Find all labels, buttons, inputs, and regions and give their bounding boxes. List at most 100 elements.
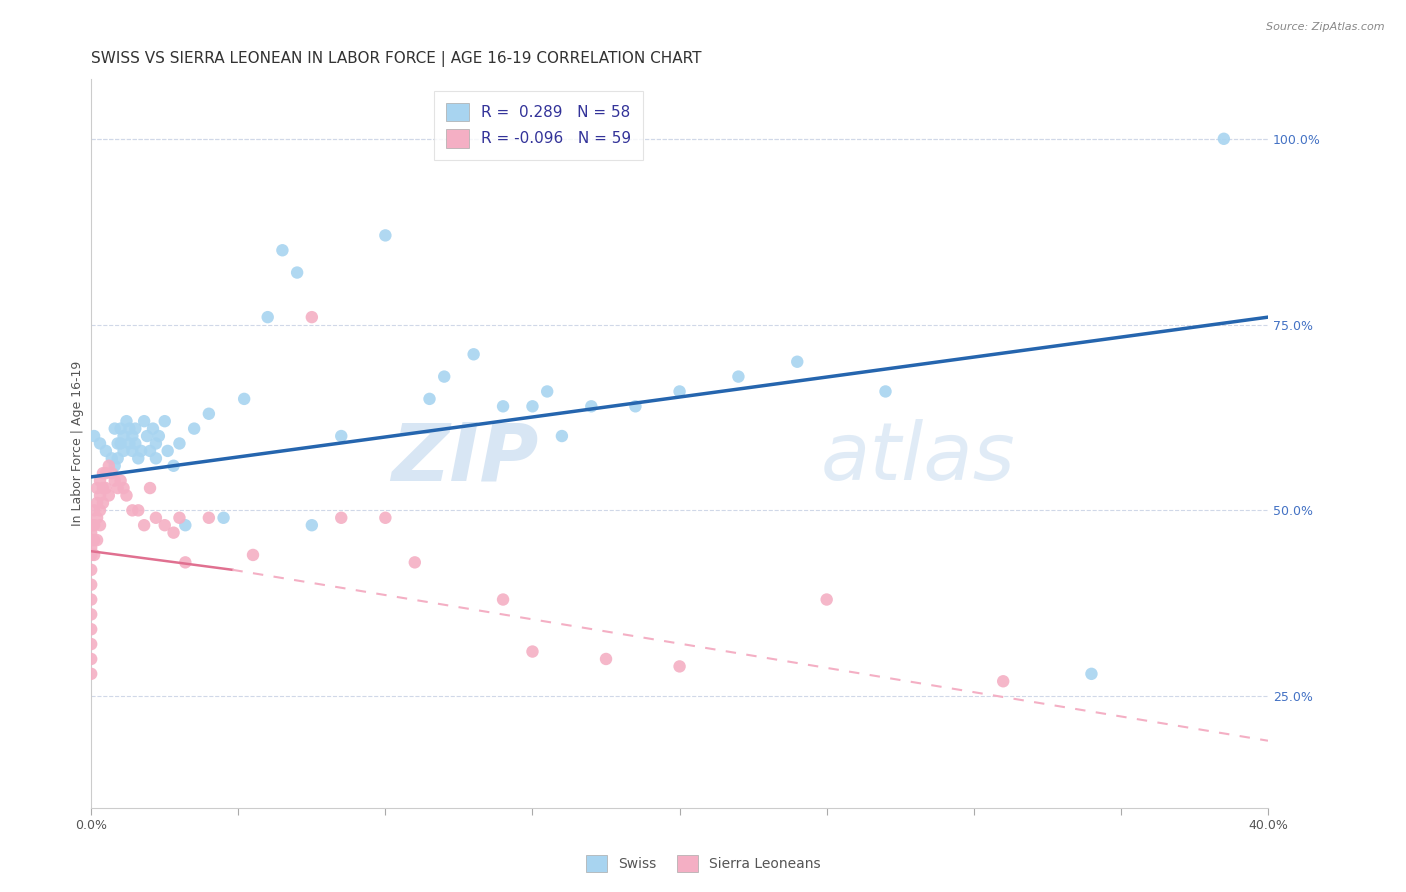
Point xyxy=(301,518,323,533)
Y-axis label: In Labor Force | Age 16-19: In Labor Force | Age 16-19 xyxy=(72,361,84,526)
Point xyxy=(89,518,111,533)
Point xyxy=(89,436,111,450)
Text: atlas: atlas xyxy=(821,419,1015,497)
Point xyxy=(492,592,515,607)
Point xyxy=(463,347,485,361)
Point xyxy=(112,481,135,495)
Point xyxy=(162,525,184,540)
Point xyxy=(242,548,264,562)
Point xyxy=(536,384,558,399)
Point xyxy=(153,414,176,428)
Point xyxy=(121,429,143,443)
Point xyxy=(624,400,647,414)
Point xyxy=(148,429,170,443)
Point xyxy=(94,443,117,458)
Legend: Swiss, Sierra Leoneans: Swiss, Sierra Leoneans xyxy=(581,850,825,878)
Text: Source: ZipAtlas.com: Source: ZipAtlas.com xyxy=(1267,22,1385,32)
Point xyxy=(169,510,191,524)
Point xyxy=(80,637,103,651)
Point xyxy=(94,481,117,495)
Point xyxy=(101,466,124,480)
Point xyxy=(91,466,114,480)
Point xyxy=(522,644,544,658)
Point xyxy=(115,488,138,502)
Point xyxy=(404,555,426,569)
Point xyxy=(124,422,146,436)
Point xyxy=(134,414,156,428)
Point xyxy=(418,392,440,406)
Point xyxy=(86,496,108,510)
Point xyxy=(162,458,184,473)
Point xyxy=(104,458,127,473)
Point xyxy=(80,563,103,577)
Point xyxy=(139,481,162,495)
Point xyxy=(118,436,141,450)
Point xyxy=(83,533,105,547)
Text: ZIP: ZIP xyxy=(391,419,538,497)
Point xyxy=(115,414,138,428)
Point xyxy=(993,674,1015,689)
Point xyxy=(127,503,149,517)
Point xyxy=(136,429,159,443)
Point xyxy=(142,422,165,436)
Point xyxy=(198,510,221,524)
Point xyxy=(89,474,111,488)
Point xyxy=(256,310,278,325)
Point xyxy=(174,555,197,569)
Point xyxy=(330,429,353,443)
Point xyxy=(271,244,294,258)
Point xyxy=(174,518,197,533)
Point xyxy=(80,541,103,555)
Point xyxy=(101,451,124,466)
Point xyxy=(581,400,603,414)
Point xyxy=(80,577,103,591)
Point xyxy=(134,518,156,533)
Point xyxy=(80,518,103,533)
Point xyxy=(786,355,808,369)
Point xyxy=(107,451,129,466)
Point xyxy=(330,510,353,524)
Point xyxy=(198,407,221,421)
Point xyxy=(97,458,120,473)
Point xyxy=(492,400,515,414)
Point xyxy=(156,443,179,458)
Point xyxy=(110,422,132,436)
Point xyxy=(121,443,143,458)
Point xyxy=(86,481,108,495)
Point xyxy=(107,481,129,495)
Point xyxy=(301,310,323,325)
Point xyxy=(668,384,690,399)
Point xyxy=(80,548,103,562)
Point xyxy=(94,466,117,480)
Point xyxy=(169,436,191,450)
Point xyxy=(91,496,114,510)
Point xyxy=(104,474,127,488)
Point xyxy=(212,510,235,524)
Point xyxy=(83,429,105,443)
Point xyxy=(145,436,167,450)
Point xyxy=(89,503,111,517)
Text: SWISS VS SIERRA LEONEAN IN LABOR FORCE | AGE 16-19 CORRELATION CHART: SWISS VS SIERRA LEONEAN IN LABOR FORCE |… xyxy=(91,51,702,67)
Point xyxy=(80,622,103,636)
Point xyxy=(145,510,167,524)
Point xyxy=(97,488,120,502)
Point xyxy=(80,652,103,666)
Point xyxy=(80,533,103,547)
Point xyxy=(86,510,108,524)
Point xyxy=(83,518,105,533)
Point xyxy=(1080,666,1102,681)
Point xyxy=(91,481,114,495)
Point xyxy=(118,422,141,436)
Point xyxy=(551,429,574,443)
Point xyxy=(668,659,690,673)
Point xyxy=(595,652,617,666)
Point xyxy=(83,548,105,562)
Point xyxy=(80,666,103,681)
Point xyxy=(110,436,132,450)
Point xyxy=(433,369,456,384)
Point xyxy=(727,369,749,384)
Point xyxy=(83,503,105,517)
Point xyxy=(129,443,152,458)
Point xyxy=(89,488,111,502)
Point xyxy=(374,510,396,524)
